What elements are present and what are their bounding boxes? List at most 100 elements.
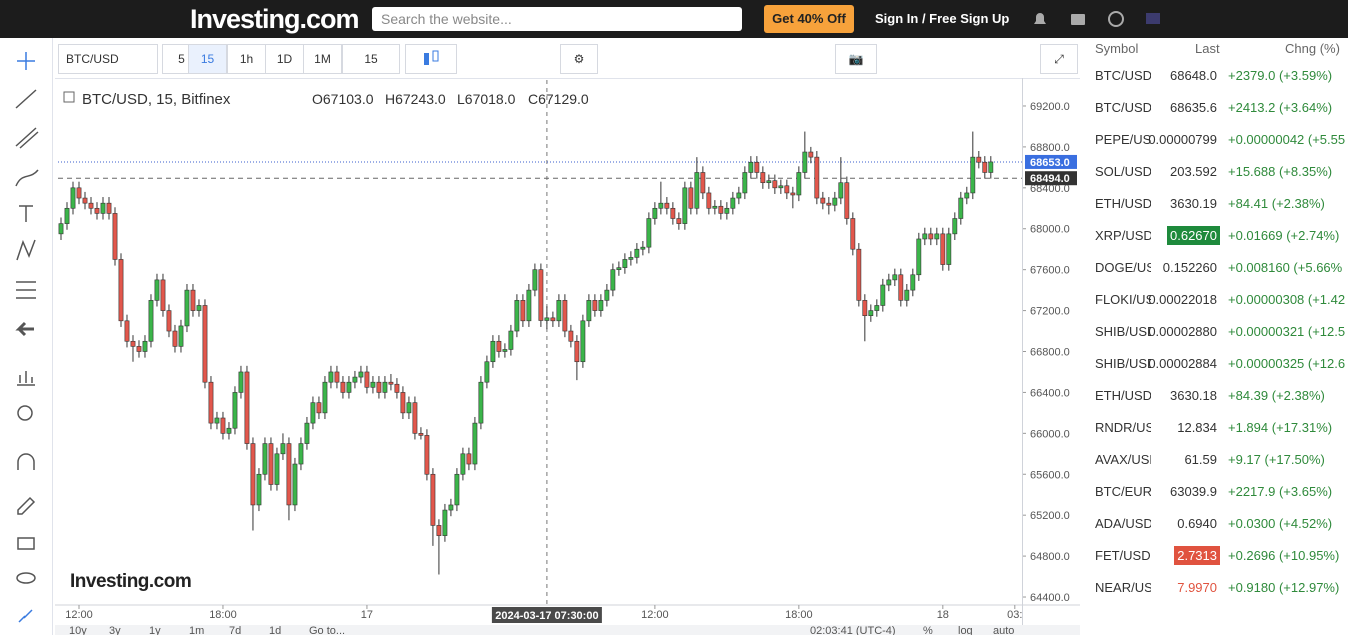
candle-body <box>256 473 262 506</box>
candle-body <box>202 305 208 383</box>
fullscreen-button[interactable]: ⤢ <box>1040 44 1078 74</box>
crosshair-tool[interactable] <box>17 52 35 70</box>
lock-tool[interactable] <box>17 537 35 550</box>
candle-body <box>172 330 178 347</box>
candle-body <box>214 417 220 424</box>
change: +0.9180 (+12.97%) <box>1228 580 1340 595</box>
bell-icon[interactable] <box>1034 13 1046 24</box>
interval-button[interactable]: 1M <box>303 44 342 74</box>
crosshair-label: 2024-03-17 07:30:00 <box>495 610 598 622</box>
candle-body <box>310 402 316 424</box>
candle-body <box>802 151 808 173</box>
range-button[interactable]: 7d <box>229 625 242 635</box>
last-price-label: 68653.0 <box>1030 157 1070 169</box>
fib-tool[interactable] <box>16 281 36 299</box>
candle-body <box>484 361 490 383</box>
sign-in-link[interactable]: Sign In / Free Sign Up <box>875 11 1010 26</box>
brush-tool[interactable] <box>15 169 39 187</box>
settings-button[interactable]: ⚙ <box>560 44 598 74</box>
watchlist-row[interactable]: ETH/USD 3630.18 +84.39 (+2.38%) <box>1085 380 1348 412</box>
candle-body <box>724 207 730 214</box>
pitchfork-tool[interactable] <box>15 127 39 149</box>
range-button[interactable]: 3y <box>109 625 121 635</box>
candle-body <box>304 422 310 444</box>
visibility-tool[interactable] <box>16 572 36 584</box>
candle-body <box>928 233 934 240</box>
chart-type-button[interactable] <box>405 44 457 74</box>
change: +2217.9 (+3.65%) <box>1228 484 1333 499</box>
range-button[interactable]: 10y <box>69 625 87 635</box>
candle-body <box>184 289 190 327</box>
link-tool[interactable] <box>18 609 33 623</box>
search-box[interactable]: Search the website... <box>372 7 742 31</box>
y-tick-label: 68400.0 <box>1030 183 1070 195</box>
axis-option[interactable]: % <box>923 625 933 635</box>
range-button[interactable]: 1m <box>189 625 205 635</box>
watchlist-row[interactable]: SHIB/USD 0.00002880 +0.00000321 (+12.5 <box>1085 316 1348 348</box>
screenshot-button[interactable]: 📷 <box>835 44 877 74</box>
range-button[interactable]: 1d <box>269 625 282 635</box>
watchlist-row[interactable]: ETH/USD 3630.19 +84.41 (+2.38%) <box>1085 188 1348 220</box>
pattern-tool[interactable] <box>16 239 36 261</box>
x-tick-label: 17 <box>361 609 373 621</box>
watchlist-row[interactable]: NEAR/USD 7.9970 +0.9180 (+12.97%) <box>1085 572 1348 604</box>
candle-body <box>916 238 922 276</box>
flag-icon[interactable] <box>1146 13 1160 24</box>
range-button[interactable]: Go to... <box>309 625 346 635</box>
bottom-bar: 10y 3y 1y 1m 7d 1d Go to... 02:03:41 (UTC-4)% lo… <box>55 625 1080 635</box>
symbol-input[interactable]: BTC/USD <box>58 44 158 74</box>
magnet-tool[interactable] <box>17 453 35 470</box>
text-tool[interactable] <box>19 205 33 222</box>
measure-tool[interactable] <box>17 371 35 386</box>
change: +0.008160 (+5.66% <box>1228 260 1343 275</box>
drawing-toolbar <box>0 38 53 635</box>
interval-button[interactable]: 1h <box>227 44 266 74</box>
change: +1.894 (+17.31%) <box>1228 420 1333 435</box>
watchlist-row[interactable]: ADA/USD 0.6940 +0.0300 (+4.52%) <box>1085 508 1348 540</box>
interval-button[interactable]: 15 <box>188 44 227 74</box>
interval-button[interactable]: 15 <box>342 44 400 74</box>
line-tool[interactable] <box>15 89 37 109</box>
range-button[interactable]: 1y <box>149 625 161 635</box>
watchlist-row[interactable]: DOGE/USD 0.152260 +0.008160 (+5.66% <box>1085 252 1348 284</box>
watchlist-row[interactable]: BTC/USD 68635.6 +2413.2 (+3.64%) <box>1085 92 1348 124</box>
top-bar: Investing.com Search the website... Get … <box>0 0 1348 38</box>
zoom-tool[interactable] <box>17 405 33 421</box>
last-price: 12.834 <box>1177 420 1217 435</box>
watchlist-row[interactable]: XRP/USD 0.62670 +0.01669 (+2.74%) <box>1085 220 1348 252</box>
watchlist-row[interactable]: FET/USD 2.7313 +0.2696 (+10.95%) <box>1085 540 1348 572</box>
candle-body <box>934 233 940 240</box>
axis-option[interactable]: auto <box>993 625 1015 635</box>
watchlist-row[interactable]: AVAX/USD 61.59 +9.17 (+17.50%) <box>1085 444 1348 476</box>
watchlist-row[interactable]: SHIB/USD 0.00002884 +0.00000325 (+12.6 <box>1085 348 1348 380</box>
portfolio-icon[interactable] <box>1071 14 1085 25</box>
candle-body <box>442 509 448 536</box>
candle-body <box>976 156 982 163</box>
chart-toolbar: BTC/USD 5 15 1h 1D 1M 15 ⚙ 📷 ⤢ <box>55 40 1080 79</box>
x-tick-label: 18:00 <box>209 609 237 621</box>
column-header[interactable]: Symbol <box>1095 41 1139 56</box>
candle-body <box>610 269 616 291</box>
back-tool[interactable] <box>15 321 34 337</box>
candle-body <box>118 259 124 322</box>
column-header[interactable]: Chng (%) <box>1285 41 1340 56</box>
candle-body <box>262 443 268 475</box>
watchlist-row[interactable]: BTC/EUR 63039.9 +2217.9 (+3.65%) <box>1085 476 1348 508</box>
column-header[interactable]: Last <box>1195 41 1220 56</box>
watchlist-row[interactable]: SOL/USD 203.592 +15.688 (+8.35%) <box>1085 156 1348 188</box>
candle-body <box>94 207 100 214</box>
candle-body <box>694 172 700 209</box>
promo-button[interactable]: Get 40% Off <box>764 5 854 33</box>
watchlist-row[interactable]: BTC/USD 68648.0 +2379.0 (+3.59%) <box>1085 60 1348 92</box>
clock-icon[interactable] <box>1108 11 1124 27</box>
candle-body <box>538 269 544 321</box>
candle-body <box>682 187 688 224</box>
symbol: BTC/USD <box>1095 68 1151 83</box>
watchlist-row[interactable]: RNDR/USD 12.834 +1.894 (+17.31%) <box>1085 412 1348 444</box>
interval-button[interactable]: 1D <box>265 44 304 74</box>
lock-draw-tool[interactable] <box>17 496 36 515</box>
logo[interactable]: Investing.com <box>190 4 360 34</box>
axis-option[interactable]: log <box>958 625 973 635</box>
